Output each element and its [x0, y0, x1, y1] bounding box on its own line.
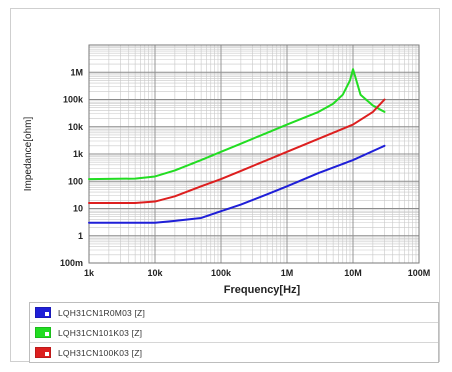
- legend-item: LQH31CN100K03 [Z]: [30, 343, 438, 362]
- y-tick-label: 100k: [63, 95, 84, 105]
- legend-label: LQH31CN100K03 [Z]: [58, 347, 143, 358]
- y-tick-label: 1M: [70, 67, 83, 77]
- y-tick-label: 1k: [73, 149, 84, 159]
- impedance-chart: 1k 10k 100k 1M 10M 100M 100m 1 10 100 1k 10k 100k 1M F…: [23, 44, 431, 296]
- legend-item: LQH31CN101K03 [Z]: [30, 323, 438, 343]
- legend-swatch: [35, 327, 51, 338]
- chart-legend: LQH31CN1R0M03 [Z] LQH31CN101K03 [Z] LQH3…: [29, 302, 439, 363]
- y-tick-label: 10: [73, 204, 83, 214]
- y-tick-label: 100m: [60, 258, 83, 268]
- x-tick-label: 10k: [147, 268, 163, 278]
- y-tick-label: 1: [78, 231, 83, 241]
- series-line-0: [88, 144, 386, 224]
- x-tick-label: 10M: [344, 268, 362, 278]
- series-line-2: [88, 98, 386, 204]
- y-tick-label: 100: [68, 176, 83, 186]
- y-axis-title: Impedance[ohm]: [23, 117, 34, 192]
- x-tick-label: 100k: [211, 268, 232, 278]
- y-tick-label: 10k: [68, 122, 84, 132]
- legend-item: LQH31CN1R0M03 [Z]: [30, 303, 438, 323]
- plot-border: [88, 44, 420, 264]
- x-tick-label: 1M: [281, 268, 294, 278]
- x-axis-title: Frequency[Hz]: [224, 284, 301, 296]
- legend-swatch: [35, 347, 51, 358]
- series-line-1: [88, 68, 386, 181]
- legend-swatch: [35, 307, 51, 318]
- legend-label: LQH31CN1R0M03 [Z]: [58, 307, 146, 318]
- x-tick-label: 100M: [408, 268, 431, 278]
- chart-frame: 1k 10k 100k 1M 10M 100M 100m 1 10 100 1k 10k 100k 1M F…: [10, 8, 440, 363]
- legend-label: LQH31CN101K03 [Z]: [58, 327, 143, 338]
- x-tick-label: 1k: [84, 268, 95, 278]
